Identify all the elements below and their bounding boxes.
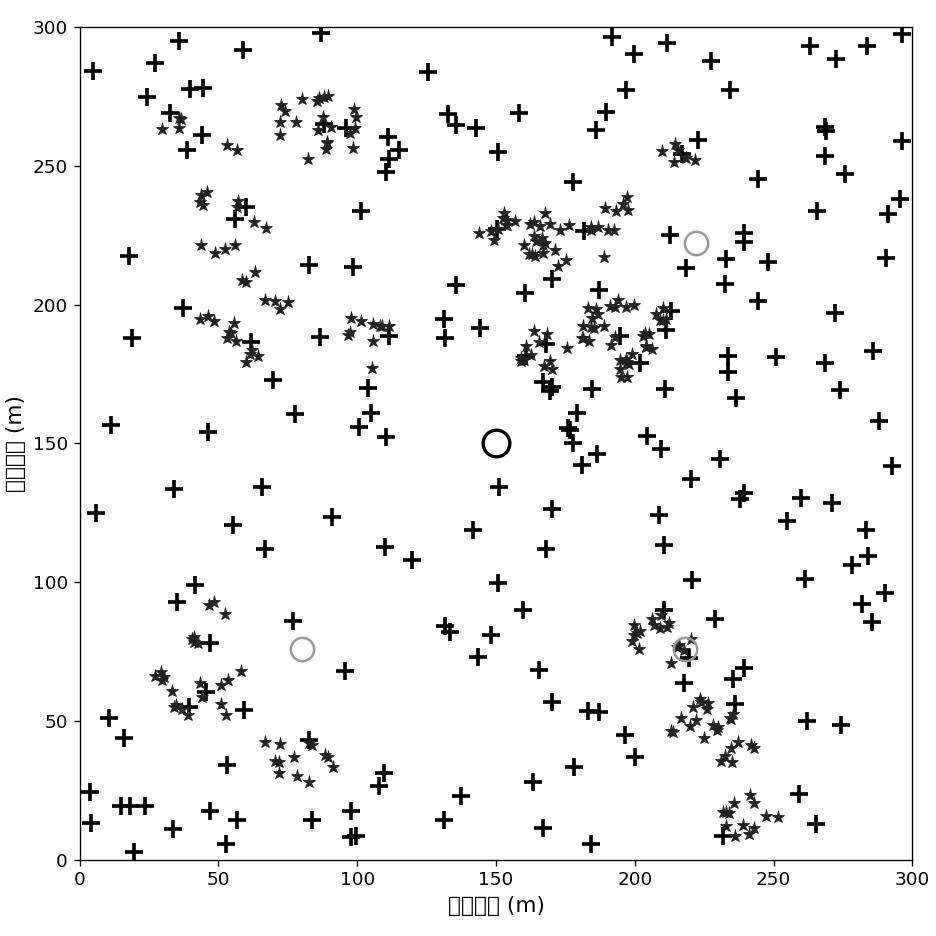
X-axis label: 网络长度 (m): 网络长度 (m) [447, 896, 545, 916]
Y-axis label: 网络宽度 (m): 网络宽度 (m) [6, 395, 26, 491]
